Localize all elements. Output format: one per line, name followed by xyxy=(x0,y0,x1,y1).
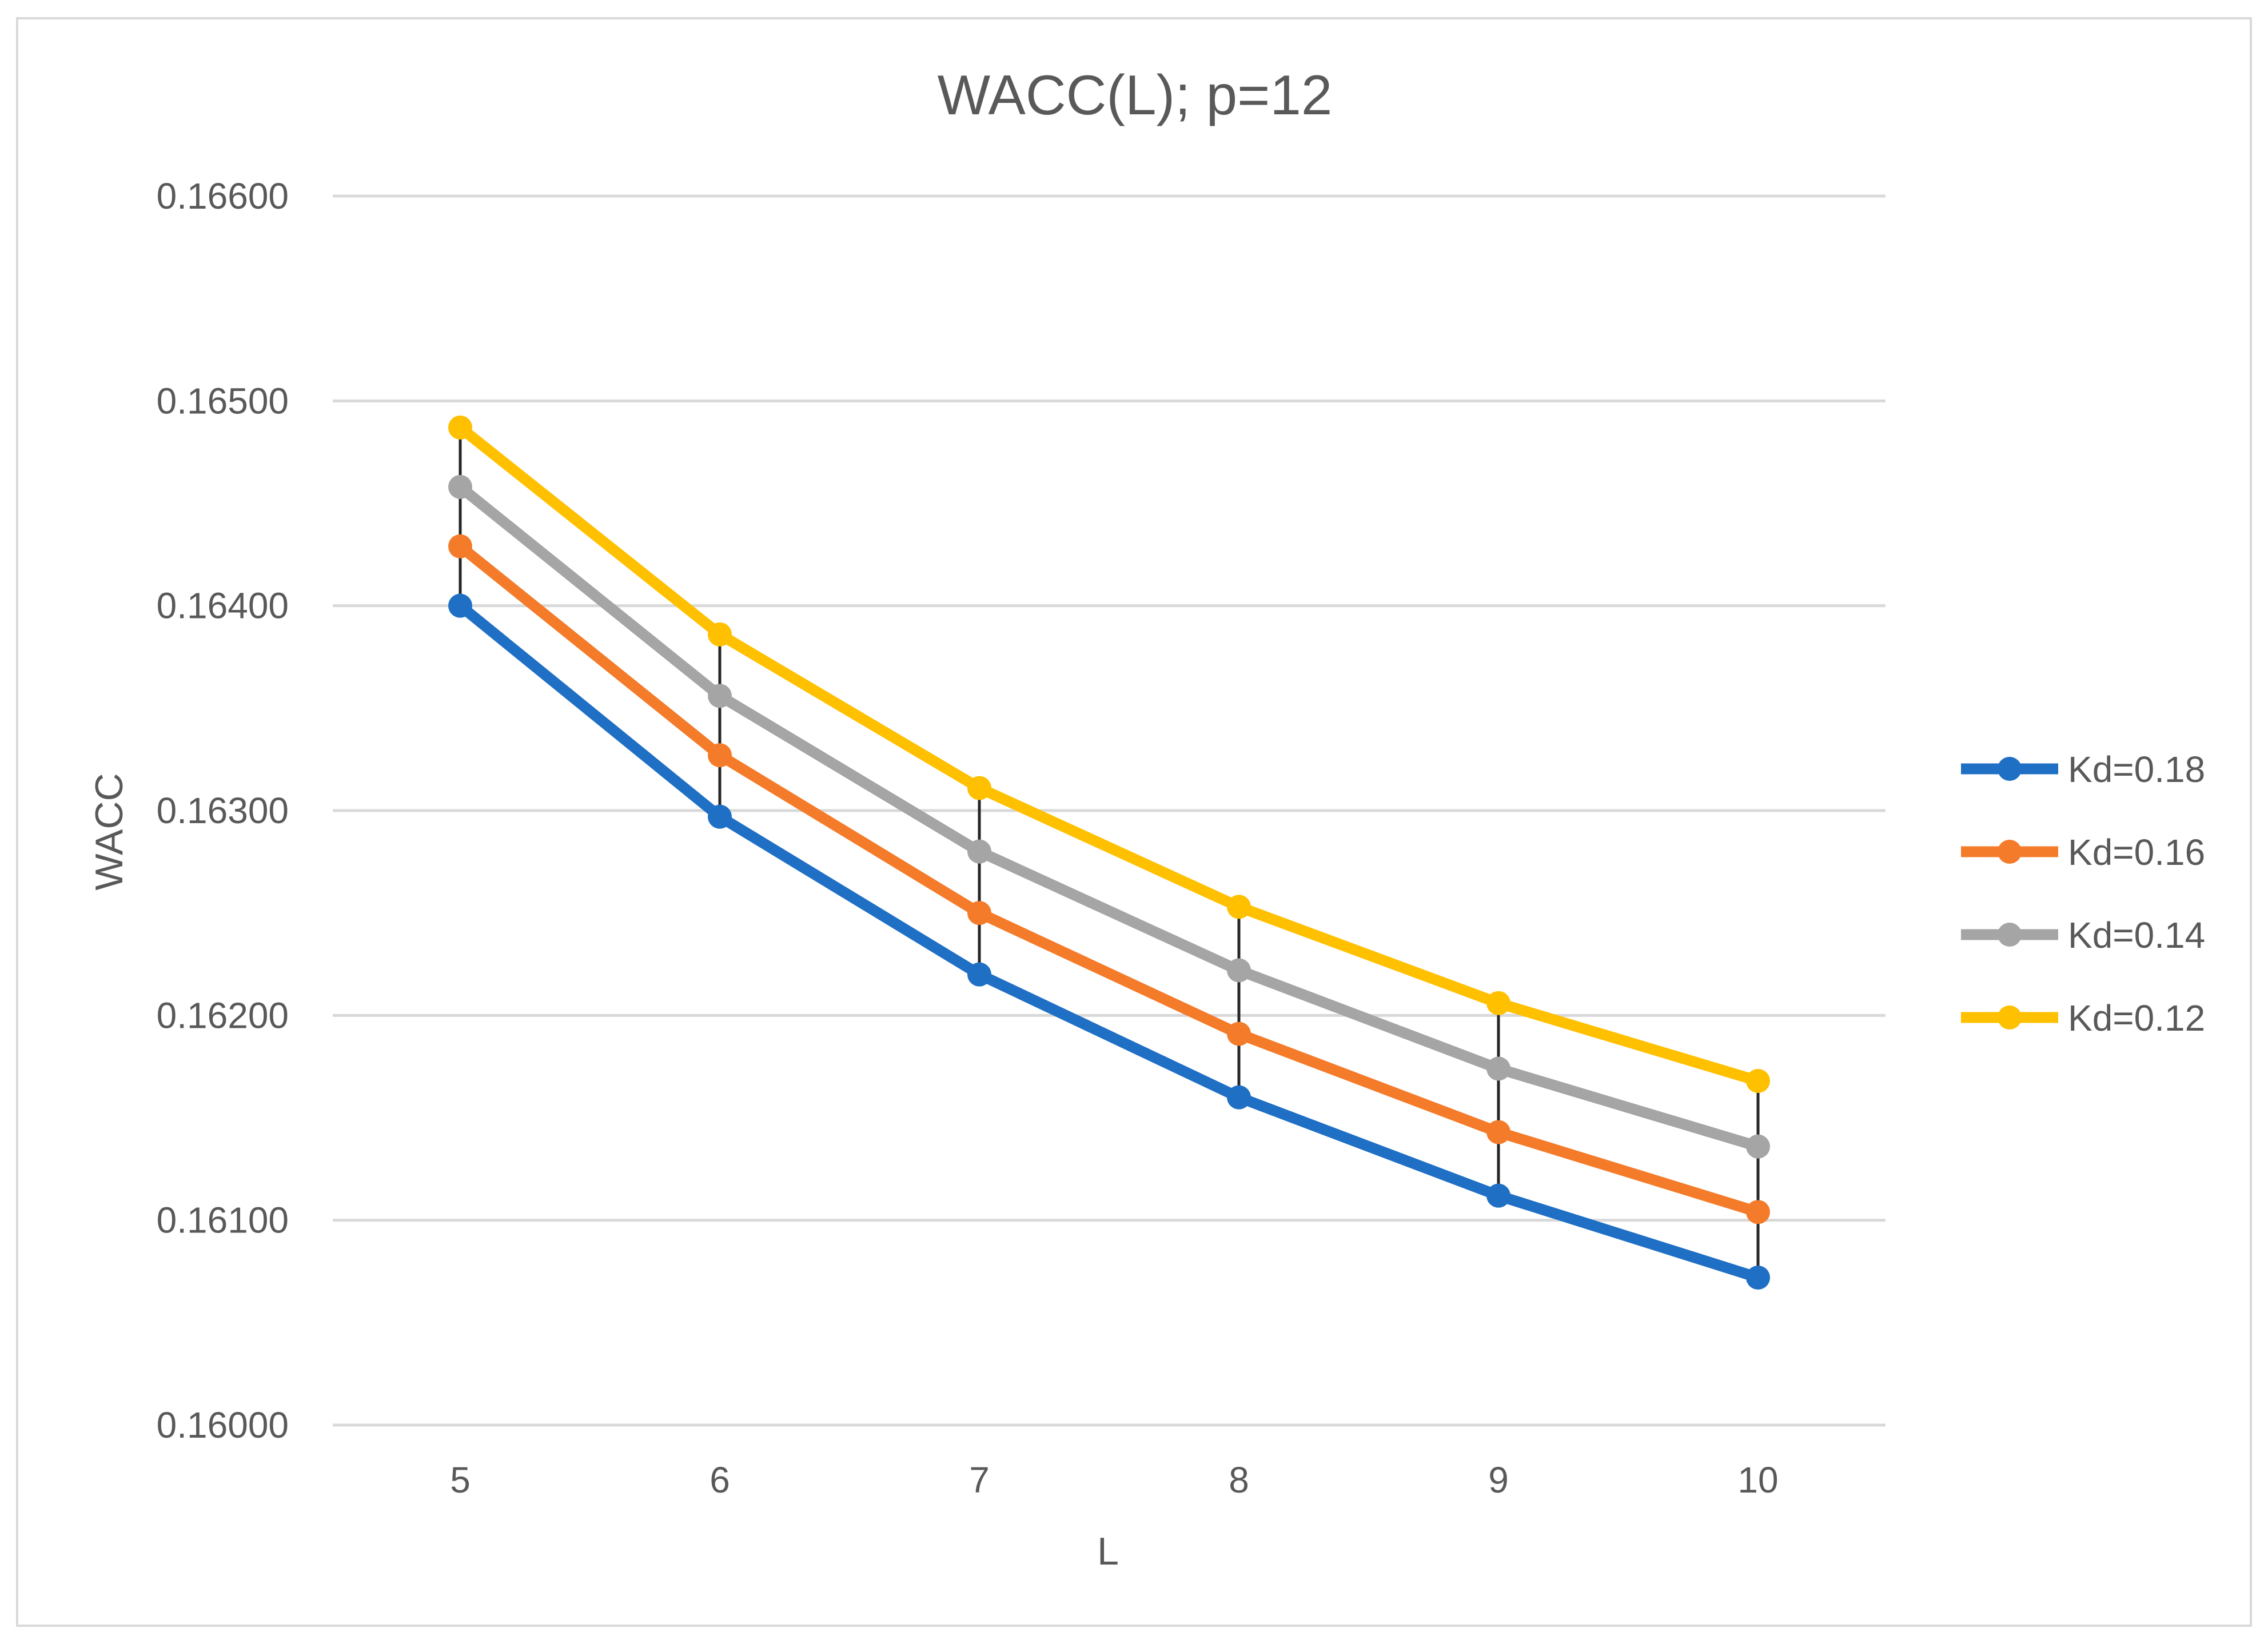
legend-swatch-marker xyxy=(1998,840,2022,864)
series-Kd=0.14 xyxy=(448,474,1770,1159)
legend-item: Kd=0.14 xyxy=(1961,915,2205,956)
data-point xyxy=(1227,958,1251,983)
gridlines xyxy=(333,194,1886,1427)
legend: Kd=0.18 Kd=0.16 Kd=0.14 Kd=0.12 xyxy=(1961,749,2205,1039)
y-tick-label: 0.16000 xyxy=(157,1404,289,1446)
legend-item: Kd=0.18 xyxy=(1961,749,2205,790)
series-Kd=0.12 xyxy=(448,415,1770,1093)
legend-item: Kd=0.12 xyxy=(1961,997,2205,1039)
legend-label: Kd=0.12 xyxy=(2068,997,2205,1039)
y-axis-tick-labels: 0.16000 0.16100 0.16200 0.16300 0.16400 0.165… xyxy=(157,175,289,1446)
data-point xyxy=(967,901,991,925)
data-point xyxy=(1486,1183,1510,1208)
series-line xyxy=(455,422,1764,1087)
data-point xyxy=(448,415,472,440)
legend-label: Kd=0.14 xyxy=(2068,915,2205,956)
y-tick-label: 0.16600 xyxy=(157,175,289,217)
data-point xyxy=(448,534,472,558)
x-tick-label: 6 xyxy=(710,1459,730,1501)
x-tick-label: 5 xyxy=(450,1459,471,1501)
data-point xyxy=(1227,1085,1251,1110)
y-tick-label: 0.16400 xyxy=(157,585,289,627)
data-point xyxy=(1746,1069,1770,1093)
series-line xyxy=(455,600,1764,1283)
data-point xyxy=(708,804,732,829)
data-point xyxy=(967,839,991,864)
data-point xyxy=(1227,895,1251,919)
data-point xyxy=(708,743,732,768)
x-axis-label: L xyxy=(1097,1530,1119,1573)
y-tick-label: 0.16300 xyxy=(157,790,289,831)
y-tick-label: 0.16200 xyxy=(157,995,289,1036)
x-tick-label: 7 xyxy=(969,1459,990,1501)
data-point xyxy=(448,474,472,499)
data-point xyxy=(967,776,991,800)
chart-frame xyxy=(16,17,2252,1627)
data-point xyxy=(1746,1266,1770,1290)
series-lines xyxy=(448,415,1770,1290)
data-point xyxy=(967,962,991,987)
legend-label: Kd=0.18 xyxy=(2068,749,2205,790)
series-Kd=0.16 xyxy=(448,534,1770,1224)
y-tick-label: 0.16100 xyxy=(157,1200,289,1241)
legend-label: Kd=0.16 xyxy=(2068,832,2205,873)
x-axis-tick-labels: 5 6 7 8 9 10 xyxy=(450,1459,1778,1501)
legend-swatch-marker xyxy=(1998,923,2022,947)
data-point xyxy=(708,622,732,647)
data-point xyxy=(448,593,472,618)
series-line xyxy=(455,481,1764,1152)
data-point xyxy=(1746,1200,1770,1224)
series-Kd=0.18 xyxy=(448,593,1770,1290)
y-tick-label: 0.16500 xyxy=(157,380,289,421)
legend-item: Kd=0.16 xyxy=(1961,832,2205,873)
x-tick-label: 9 xyxy=(1488,1459,1509,1501)
legend-swatch-marker xyxy=(1998,1005,2022,1030)
drop-lines xyxy=(459,427,1760,1278)
x-tick-label: 10 xyxy=(1737,1459,1778,1501)
data-point xyxy=(708,684,732,708)
legend-swatch-marker xyxy=(1998,757,2022,781)
y-axis-label: WACC xyxy=(87,773,131,890)
series-line xyxy=(455,541,1764,1218)
data-point xyxy=(1486,1056,1510,1081)
chart-title: WACC(L); p=12 xyxy=(938,63,1333,126)
data-point xyxy=(1486,1120,1510,1144)
x-tick-label: 8 xyxy=(1229,1459,1249,1501)
data-point xyxy=(1486,991,1510,1015)
data-point xyxy=(1227,1021,1251,1046)
data-point xyxy=(1746,1134,1770,1159)
